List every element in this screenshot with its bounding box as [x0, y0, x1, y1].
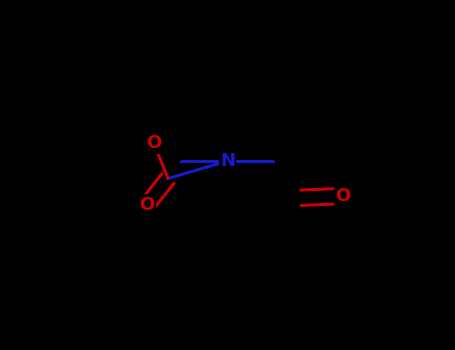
Text: O: O [147, 134, 162, 153]
Text: O: O [335, 187, 351, 205]
Text: O: O [139, 196, 155, 214]
Text: N: N [220, 152, 235, 170]
